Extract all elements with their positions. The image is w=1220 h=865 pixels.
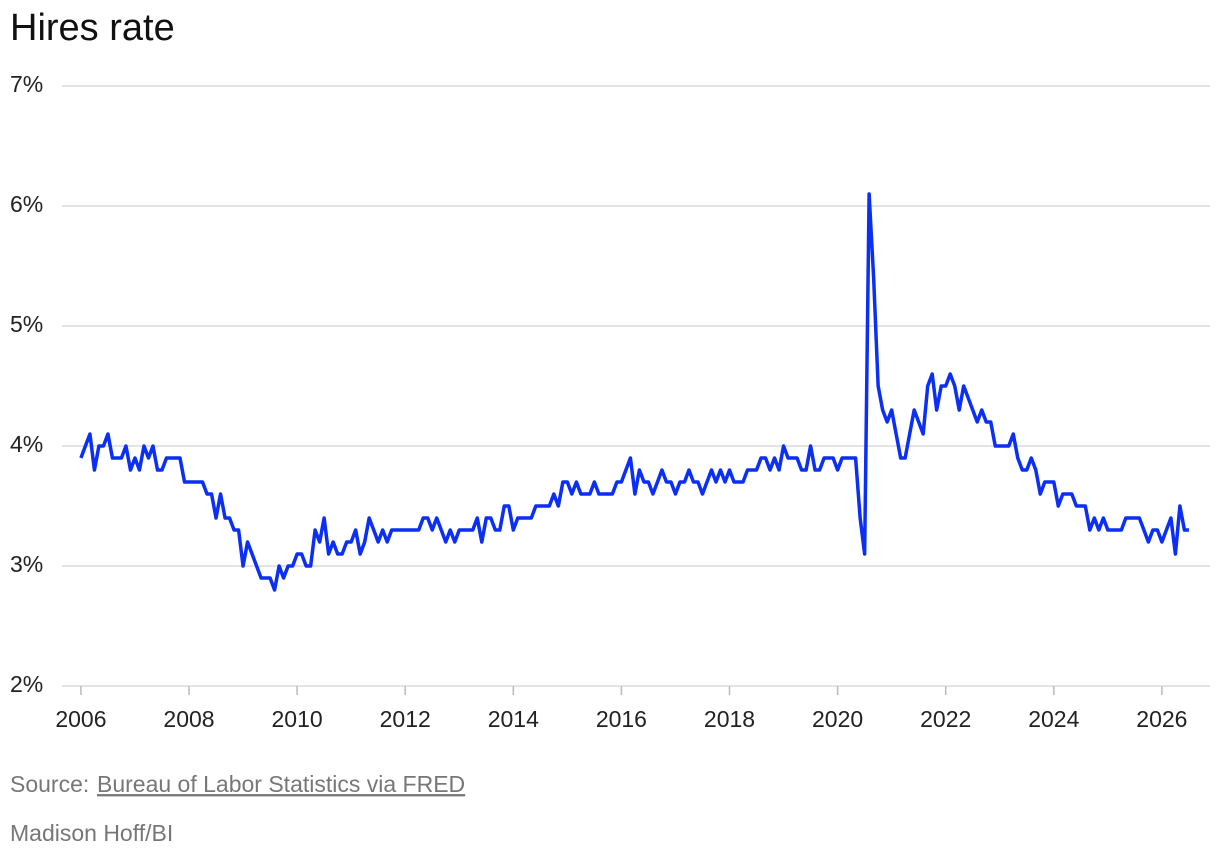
y-tick-label: 5% — [10, 311, 43, 337]
x-tick-label: 2026 — [1136, 706, 1187, 732]
y-tick-label: 3% — [10, 551, 43, 577]
x-tick-label: 2014 — [488, 706, 539, 732]
y-tick-label: 2% — [10, 671, 43, 697]
x-tick-label: 2010 — [272, 706, 323, 732]
x-tick-label: 2024 — [1028, 706, 1079, 732]
x-tick-label: 2018 — [704, 706, 755, 732]
source-link[interactable]: Bureau of Labor Statistics via FRED — [97, 771, 465, 797]
y-tick-label: 7% — [10, 71, 43, 97]
credit: Madison Hoff/BI — [10, 820, 173, 846]
x-tick-label: 2020 — [812, 706, 863, 732]
line — [79, 192, 1189, 592]
x-tick-label: 2016 — [596, 706, 647, 732]
y-tick-label: 4% — [10, 431, 43, 457]
x-tick-label: 2022 — [920, 706, 971, 732]
source-label: Source: — [10, 771, 89, 797]
x-tick-label: 2012 — [380, 706, 431, 732]
x-tick-label: 2006 — [55, 706, 106, 732]
y-tick-label: 6% — [10, 191, 43, 217]
chart-title: Hires rate — [10, 7, 175, 49]
x-tick-label: 2008 — [163, 706, 214, 732]
